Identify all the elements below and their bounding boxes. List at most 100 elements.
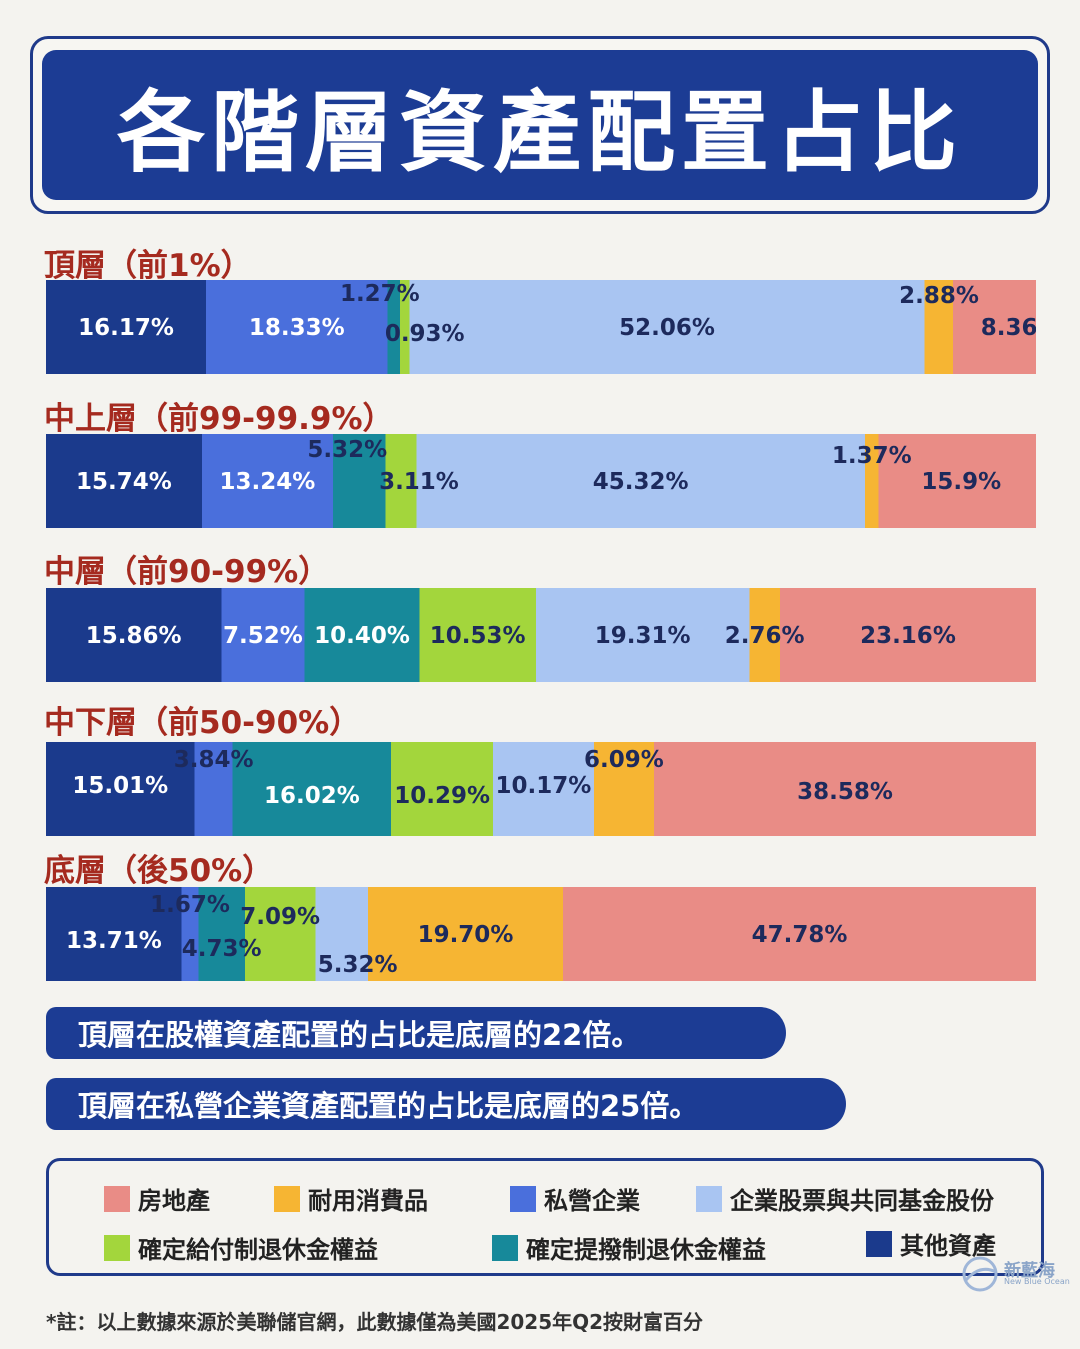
bar-segment	[878, 434, 1036, 528]
bar-upper-middle: 15.74% 13.24% 5.32% 3.11% 45.32% 1.37% 15.9%	[46, 434, 1036, 528]
data-label: 15.01%	[72, 773, 168, 799]
bar-segment	[46, 588, 222, 682]
legend-item-private-business: 私營企業	[510, 1181, 640, 1216]
bar-segment	[409, 280, 925, 374]
bar-segment	[367, 887, 563, 981]
bar-segment	[304, 588, 420, 682]
bar-segment	[654, 742, 1036, 836]
data-label: 13.24%	[219, 469, 315, 495]
title-banner: 各階層資產配置占比	[42, 50, 1038, 200]
data-label: 2.76%	[725, 623, 805, 649]
legend-label: 其他資產	[900, 1232, 996, 1260]
legend-swatch-durables	[274, 1185, 300, 1212]
data-label: 8.36%	[981, 315, 1036, 341]
data-label: 3.84%	[174, 747, 254, 773]
data-label: 19.70%	[418, 922, 514, 948]
bar-segment	[245, 887, 316, 981]
watermark-text: 新藍海	[1004, 1261, 1055, 1281]
bar-segment	[221, 588, 305, 682]
data-label: 1.67%	[150, 892, 230, 918]
bar-segment	[46, 434, 202, 528]
bar-segment	[779, 588, 1036, 682]
legend	[46, 1158, 1044, 1276]
data-label: 4.73%	[182, 936, 262, 962]
bar-middle: 15.86% 7.52% 10.40% 10.53% 19.31% 2.76% 23.16%	[46, 588, 1036, 682]
data-label: 1.27%	[340, 281, 420, 307]
legend-swatch-real-estate	[104, 1185, 130, 1212]
data-label: 7.09%	[240, 904, 320, 930]
bar-segment	[315, 887, 368, 981]
bar-segment	[416, 434, 866, 528]
legend-item-other-assets: 其他資產	[866, 1226, 996, 1261]
data-label: 7.52%	[223, 623, 303, 649]
data-label: 6.09%	[584, 747, 664, 773]
bar-segment	[46, 280, 207, 374]
legend-label: 企業股票與共同基金股份	[730, 1187, 994, 1215]
legend-label: 私營企業	[544, 1187, 640, 1215]
data-label: 52.06%	[619, 315, 715, 341]
footnote: *註：以上數據來源於美聯儲官網，此數據僅為美國2025年Q2按財富百分	[46, 1310, 704, 1334]
note-equity-text: 頂層在股權資產配置的占比是底層的22倍。	[78, 1018, 641, 1052]
data-label: 10.40%	[314, 623, 410, 649]
bar-segment	[46, 742, 195, 836]
data-label: 45.32%	[593, 469, 689, 495]
bar-segment	[924, 280, 954, 374]
bar-segment	[493, 742, 594, 836]
data-label: 5.32%	[307, 437, 387, 463]
bar-segment	[206, 280, 388, 374]
data-label: 15.74%	[76, 469, 172, 495]
data-label: 2.88%	[899, 283, 979, 309]
legend-swatch-other-assets	[866, 1230, 892, 1257]
data-label: 10.53%	[430, 623, 526, 649]
legend-label: 確定給付制退休金權益	[138, 1236, 378, 1264]
bar-segment	[181, 887, 199, 981]
bar-segment	[332, 434, 386, 528]
data-label: 3.11%	[379, 469, 459, 495]
tier-label-lower-middle: 中下層（前50-90%）	[44, 705, 361, 741]
watermark-subtext: New Blue Ocean	[1004, 1277, 1070, 1286]
bar-segment	[749, 588, 780, 682]
legend-swatch-equities	[696, 1185, 722, 1212]
bar-segment	[535, 588, 750, 682]
legend-swatch-db-pension	[104, 1234, 130, 1261]
data-label: 0.93%	[385, 321, 465, 347]
bar-segment	[201, 434, 333, 528]
bar-segment	[865, 434, 879, 528]
bar-segment	[194, 742, 233, 836]
legend-item-db-pension: 確定給付制退休金權益	[104, 1230, 378, 1265]
watermark-logo-icon	[962, 1256, 998, 1292]
page-title: 各階層資產配置占比	[116, 80, 963, 184]
bar-segment	[46, 887, 182, 981]
data-label: 1.37%	[832, 443, 912, 469]
legend-item-durables: 耐用消費品	[274, 1181, 428, 1216]
data-label: 5.32%	[318, 952, 398, 978]
data-label: 47.78%	[752, 922, 848, 948]
bar-segment	[385, 434, 417, 528]
bar-segment	[593, 742, 655, 836]
note-equity-ratio: 頂層在股權資產配置的占比是底層的22倍。	[46, 1007, 786, 1059]
tier-label-bottom: 底層（後50%）	[44, 853, 274, 889]
data-label: 15.86%	[86, 623, 182, 649]
data-label: 16.17%	[78, 315, 174, 341]
legend-label: 耐用消費品	[308, 1187, 428, 1215]
bar-segment	[400, 280, 410, 374]
data-label: 15.9%	[921, 469, 1001, 495]
data-label: 10.17%	[496, 773, 592, 799]
note-private-business-ratio: 頂層在私營企業資產配置的占比是底層的25倍。	[46, 1078, 846, 1130]
data-label: 23.16%	[860, 623, 956, 649]
bar-top: 16.17% 18.33% 1.27% 0.93% 52.06% 2.88%8.36%	[46, 280, 1036, 374]
legend-item-equities: 企業股票與共同基金股份	[696, 1181, 994, 1216]
tier-label-top: 頂層（前1%）	[44, 248, 252, 284]
tier-label-middle: 中層（前90-99%）	[44, 554, 330, 590]
legend-label: 房地產	[138, 1187, 210, 1215]
bar-segment	[232, 742, 392, 836]
bar-segment	[387, 280, 401, 374]
legend-swatch-dc-pension	[492, 1234, 518, 1261]
data-label: 18.33%	[249, 315, 345, 341]
data-label: 13.71%	[66, 928, 162, 954]
bar-bottom: 13.71% 1.67% 4.73% 7.09% 5.32% 19.70% 47.78%	[46, 887, 1036, 981]
data-label: 38.58%	[797, 779, 893, 805]
data-label: 19.31%	[595, 623, 691, 649]
bar-segment	[419, 588, 536, 682]
bar-segment	[198, 887, 246, 981]
